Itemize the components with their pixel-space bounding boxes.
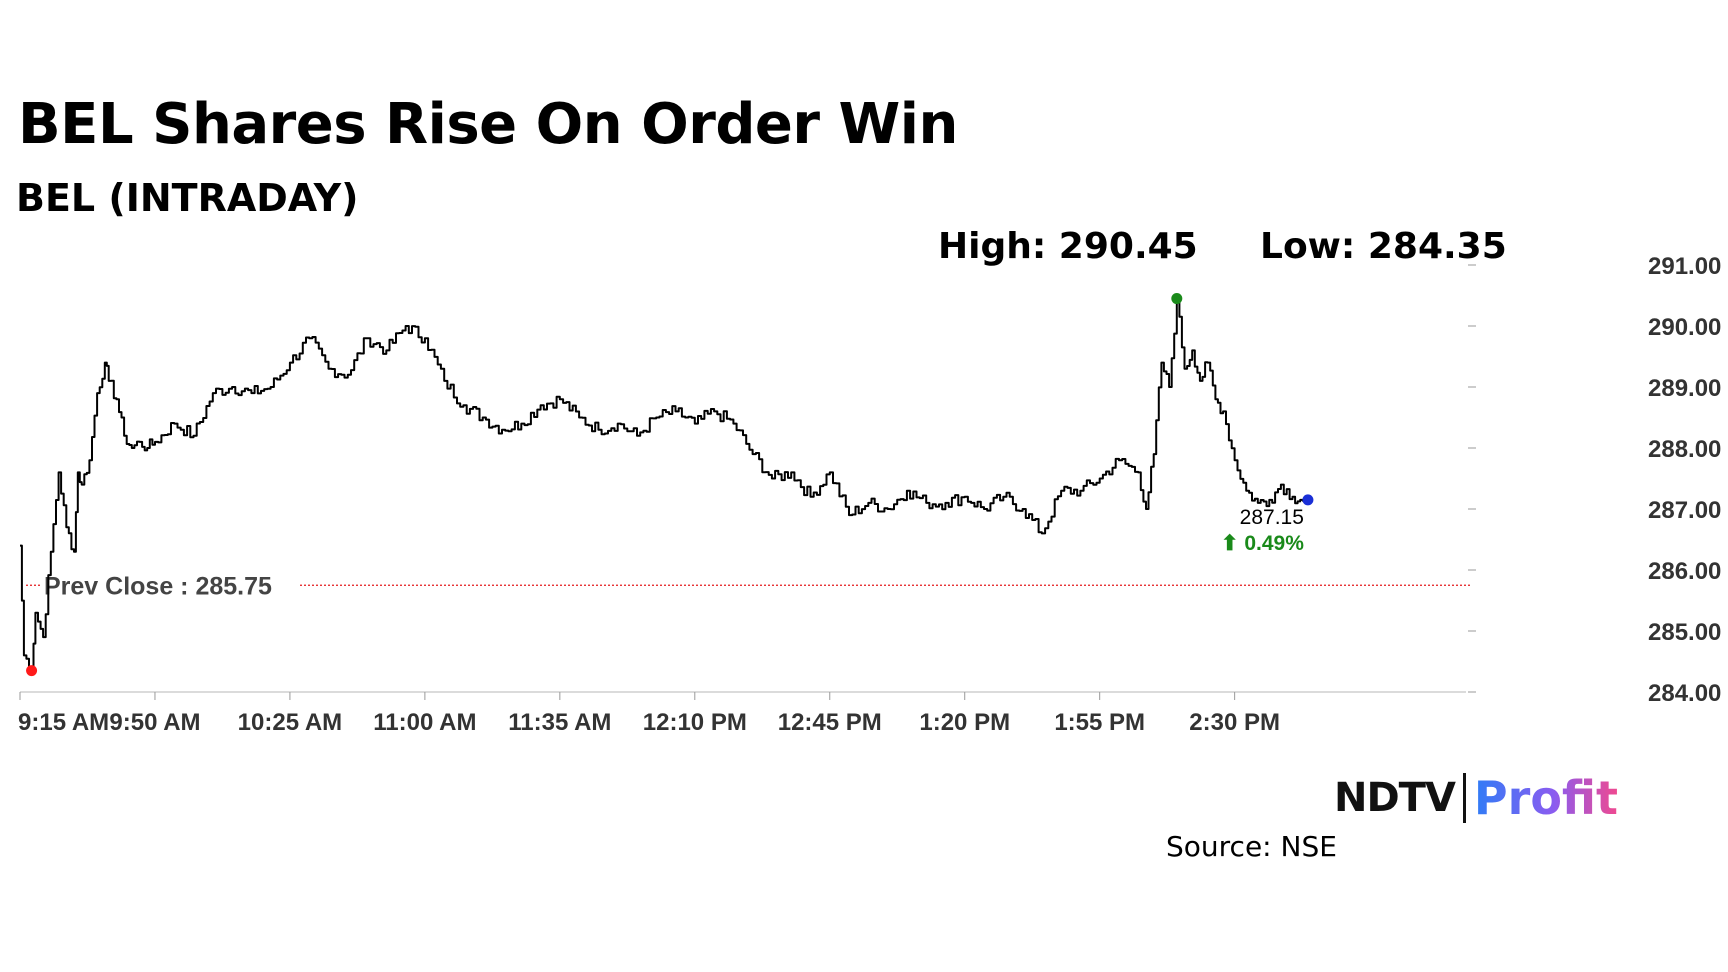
y-axis: 284.00 285.00 286.00 287.00 288.00 289.00 290.… <box>1468 253 1721 707</box>
y-tick-label: 286.00 <box>1648 558 1721 585</box>
y-tick-label: 288.00 <box>1648 436 1721 463</box>
low-point-marker <box>26 665 38 677</box>
prev-close-label: Prev Close : 285.75 <box>44 572 272 600</box>
high-stat: High: 290.45 <box>938 226 1198 267</box>
chart-subtitle: BEL (INTRADAY) <box>16 176 359 220</box>
y-tick-label: 289.00 <box>1648 375 1721 402</box>
logo-ndtv-text: NDTV <box>1334 775 1456 821</box>
x-tick-label: 10:25 AM <box>238 709 342 736</box>
last-price-marker <box>1302 494 1314 506</box>
x-tick-label: 12:10 PM <box>643 709 747 736</box>
x-tick-label: 9:15 AM <box>18 709 109 736</box>
y-tick-label: 287.00 <box>1648 497 1721 524</box>
x-tick-label: 11:35 AM <box>508 709 611 736</box>
price-series-line <box>20 297 1309 670</box>
x-tick-label: 9:50 AM <box>109 709 200 736</box>
chart-title: BEL Shares Rise On Order Win <box>18 92 958 157</box>
x-tick-label: 11:00 AM <box>373 709 476 736</box>
low-stat: Low: 284.35 <box>1260 226 1507 267</box>
y-tick-label: 291.00 <box>1648 253 1721 280</box>
x-axis: 9:15 AM 9:50 AM 10:25 AM 11:00 AM 11:35 AM 12… <box>18 691 1466 736</box>
last-price-label: 287.15 <box>1240 506 1304 529</box>
logo-profit-text: Profit <box>1473 771 1619 825</box>
x-tick-label: 12:45 PM <box>778 709 882 736</box>
y-tick-label: 284.00 <box>1648 680 1721 707</box>
y-tick-label: 285.00 <box>1648 619 1721 646</box>
source-note: Source: NSE <box>1166 830 1337 863</box>
x-tick-label: 2:30 PM <box>1189 709 1280 736</box>
change-percent-label: ⬆ 0.49% <box>1221 532 1304 555</box>
x-tick-label: 1:20 PM <box>919 709 1010 736</box>
y-tick-label: 290.00 <box>1648 314 1721 341</box>
high-point-marker <box>1171 293 1183 305</box>
logo-divider <box>1462 773 1466 823</box>
ndtv-profit-logo: NDTV Profit <box>1334 770 1618 826</box>
x-tick-label: 1:55 PM <box>1054 709 1145 736</box>
